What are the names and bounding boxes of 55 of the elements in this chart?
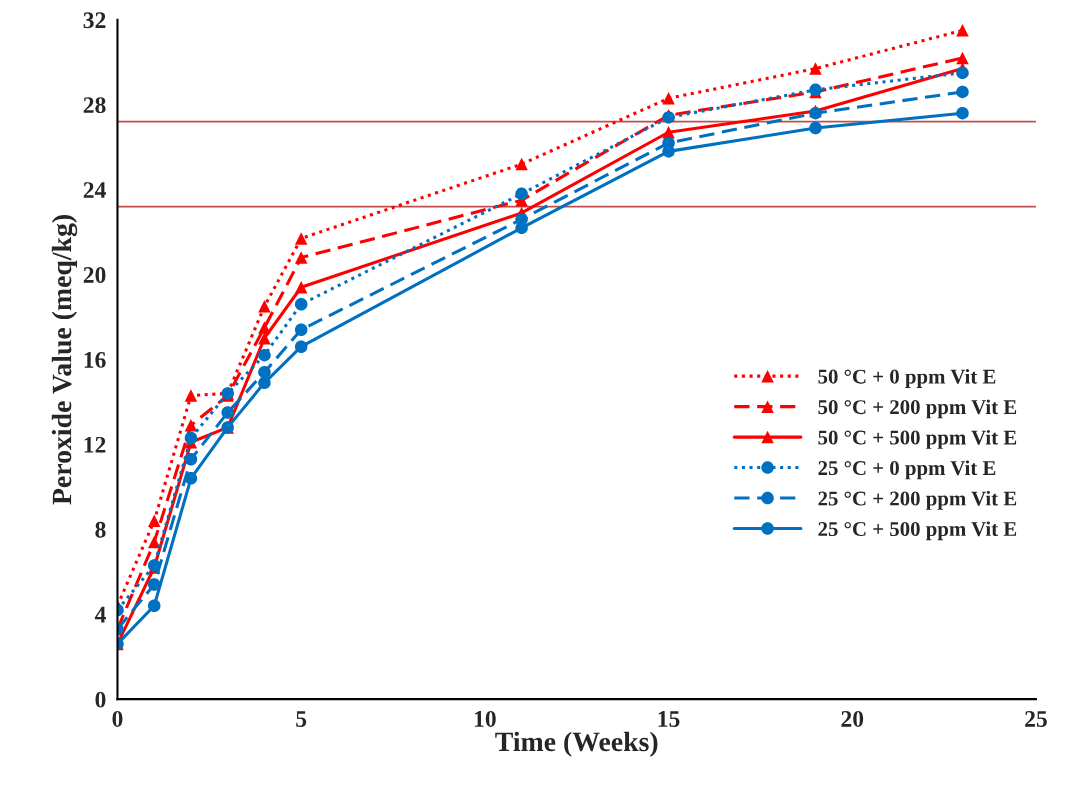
point xyxy=(184,419,198,432)
legend-label: 50 °C + 500 ppm Vit E xyxy=(818,429,1017,449)
point xyxy=(662,92,675,105)
point xyxy=(294,323,308,336)
point xyxy=(147,599,161,612)
point xyxy=(258,365,271,379)
point xyxy=(515,187,528,201)
x-tick-label: 5 xyxy=(296,711,307,727)
y-tick-label: 32 xyxy=(83,12,106,29)
point xyxy=(294,281,308,294)
point xyxy=(258,376,271,390)
point xyxy=(809,62,822,75)
y-tick-label: 16 xyxy=(84,352,106,368)
point xyxy=(956,24,969,37)
point xyxy=(956,51,969,65)
point xyxy=(258,331,271,345)
y-tick-label: 8 xyxy=(95,521,106,538)
point xyxy=(147,514,161,528)
y-tick-label: 4 xyxy=(94,606,106,623)
x-tick-label: 10 xyxy=(474,710,496,727)
y-axis-title: Peroxide Value (meq/kg) xyxy=(51,215,78,505)
point xyxy=(184,389,198,402)
legend-label: 25 °C + 200 ppm Vit E xyxy=(818,490,1017,510)
point xyxy=(294,340,308,353)
x-tick-label: 25 xyxy=(1025,711,1047,727)
y-tick-label: 28 xyxy=(83,97,106,114)
y-tick-label: 20 xyxy=(83,267,106,283)
point xyxy=(956,106,969,120)
point xyxy=(956,85,969,99)
point xyxy=(258,348,271,362)
point xyxy=(184,472,198,485)
point xyxy=(294,251,308,264)
y-tick-label: 12 xyxy=(84,436,106,453)
point xyxy=(294,232,308,245)
y-tick-label: 24 xyxy=(83,182,106,198)
x-tick-label: 20 xyxy=(841,710,864,727)
point xyxy=(294,298,308,311)
x-tick-label: 15 xyxy=(658,711,680,727)
legend-label: 25 °C + 500 ppm Vit E xyxy=(818,521,1017,541)
x-tick-label: 0 xyxy=(112,710,123,727)
point xyxy=(184,431,198,445)
point xyxy=(809,121,822,135)
point xyxy=(956,66,969,80)
x-axis-title: Time (Weeks) xyxy=(495,731,658,757)
legend-label: 25 °C + 0 ppm Vit E xyxy=(818,460,996,480)
point xyxy=(147,535,161,549)
legend-label: 50 °C + 200 ppm Vit E xyxy=(818,399,1017,419)
point xyxy=(221,406,234,419)
point xyxy=(515,157,528,171)
point xyxy=(515,221,528,235)
point xyxy=(258,300,271,313)
legend-label: 50 °C + 0 ppm Vit E xyxy=(818,368,996,388)
point xyxy=(258,321,271,334)
point xyxy=(184,452,198,466)
y-tick-label: 0 xyxy=(95,691,106,708)
